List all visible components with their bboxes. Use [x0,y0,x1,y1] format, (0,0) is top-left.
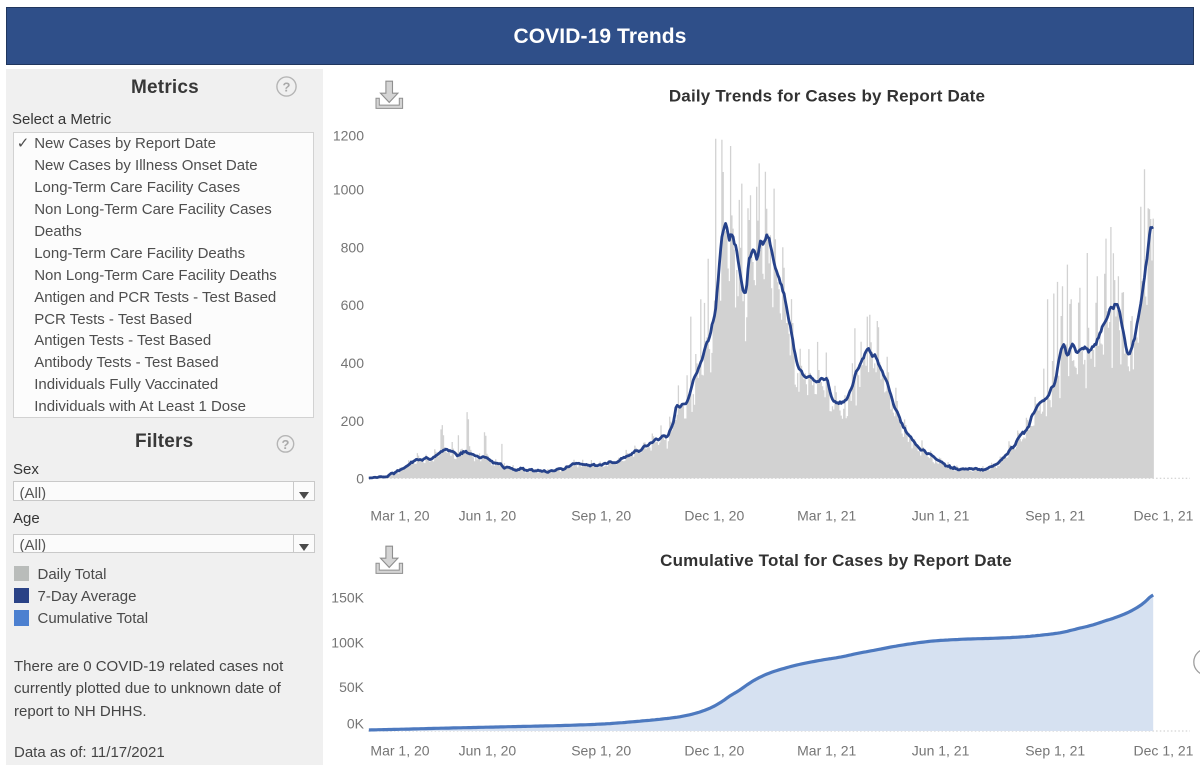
svg-text:Jun 1, 21: Jun 1, 21 [912,742,970,758]
svg-text:800: 800 [341,239,365,255]
svg-text:Daily Trends for Cases by Repo: Daily Trends for Cases by Report Date [669,87,985,106]
svg-text:1000: 1000 [333,182,364,198]
svg-text:Mar 1, 20: Mar 1, 20 [370,507,429,523]
svg-text:Jun 1, 20: Jun 1, 20 [459,742,517,758]
svg-text:Jun 1, 20: Jun 1, 20 [459,507,517,523]
svg-text:0: 0 [356,471,364,487]
svg-text:1200: 1200 [333,128,364,144]
svg-text:0K: 0K [347,715,365,731]
svg-text:Dec 1, 20: Dec 1, 20 [684,507,744,523]
svg-text:200: 200 [341,413,365,429]
svg-text:400: 400 [341,355,365,371]
svg-text:Sep 1, 20: Sep 1, 20 [571,742,631,758]
svg-text:100K: 100K [331,635,364,651]
svg-text:Mar 1, 21: Mar 1, 21 [797,507,856,523]
svg-text:Mar 1, 21: Mar 1, 21 [797,742,856,758]
svg-text:Dec 1, 20: Dec 1, 20 [684,742,744,758]
svg-text:Sep 1, 20: Sep 1, 20 [571,507,631,523]
svg-text:Mar 1, 20: Mar 1, 20 [370,742,429,758]
svg-text:?: ? [282,437,290,452]
svg-text:Dec 1, 21: Dec 1, 21 [1134,742,1194,758]
svg-text:Sep 1, 21: Sep 1, 21 [1025,507,1085,523]
svg-text:Jun 1, 21: Jun 1, 21 [912,507,970,523]
svg-text:Sep 1, 21: Sep 1, 21 [1025,742,1085,758]
svg-text:150K: 150K [331,589,364,605]
svg-text:?: ? [283,80,291,95]
svg-text:50K: 50K [339,679,365,695]
svg-text:600: 600 [341,297,365,313]
svg-text:Dec 1, 21: Dec 1, 21 [1134,507,1194,523]
svg-text:Cumulative Total for Cases by: Cumulative Total for Cases by Report Dat… [660,551,1012,570]
